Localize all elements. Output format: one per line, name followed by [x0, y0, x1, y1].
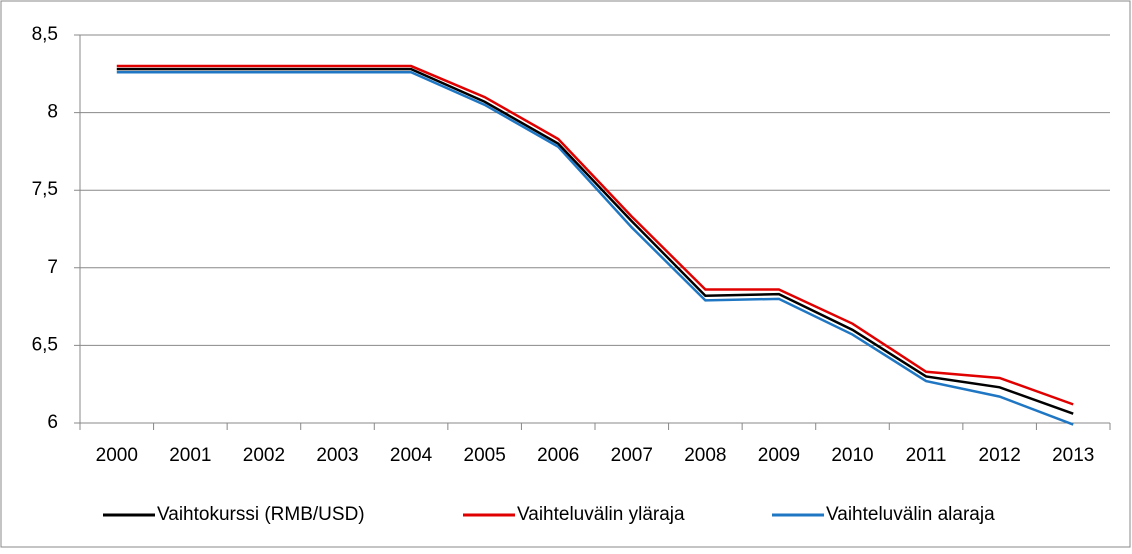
series-line	[116, 64, 1074, 406]
x-tick-label: 2000	[96, 445, 138, 466]
y-tick-label: 7,5	[32, 179, 58, 200]
x-tick-label: 2002	[243, 445, 285, 466]
x-tick-label: 2009	[758, 445, 800, 466]
x-tick-label: 2013	[1052, 445, 1094, 466]
series-line	[116, 70, 1074, 426]
x-tick-label: 2006	[537, 445, 579, 466]
x-tick-label: 2004	[390, 445, 433, 466]
y-tick-label: 8	[47, 102, 58, 123]
x-tick-label: 2001	[169, 445, 211, 466]
y-tick-label: 7	[47, 257, 58, 278]
y-tick-label: 6,5	[32, 334, 58, 355]
x-tick-label: 2003	[316, 445, 358, 466]
legend-label: Vaihteluvälin alaraja	[826, 504, 995, 525]
legend-label: Vaihtokurssi (RMB/USD)	[157, 504, 365, 525]
x-tick-label: 2011	[906, 445, 947, 466]
y-tick-label: 8,5	[32, 24, 58, 45]
legend-label: Vaihteluvälin yläraja	[517, 504, 685, 525]
x-tick-label: 2008	[684, 445, 726, 466]
x-tick-label: 2012	[979, 445, 1021, 466]
x-tick-label: 2007	[611, 445, 653, 466]
series-line	[116, 67, 1074, 415]
y-tick-label: 6	[47, 412, 58, 433]
x-tick-label: 2010	[831, 445, 873, 466]
x-tick-label: 2005	[464, 445, 506, 466]
